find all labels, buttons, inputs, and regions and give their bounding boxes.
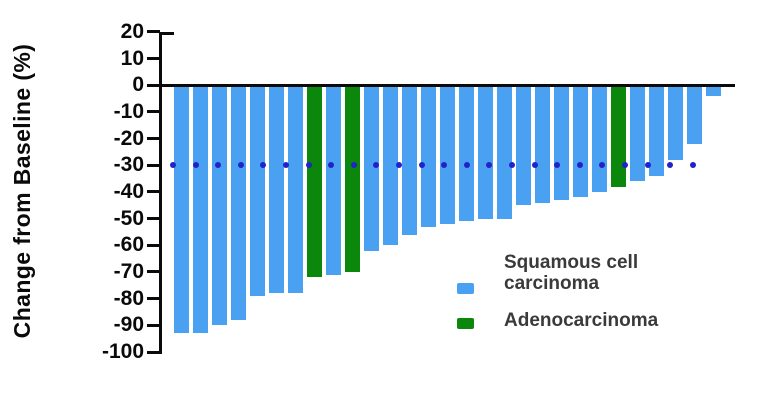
reference-dot [531,162,538,169]
y-tick-label: -60 [113,233,144,257]
y-tick-label: -30 [113,153,144,177]
reference-dot [192,162,199,169]
bar-squamous [269,85,284,294]
bar-adeno [345,85,360,272]
y-tick-label: -90 [113,313,144,337]
bar-squamous [535,85,550,203]
reference-dot [554,162,561,169]
reference-dot [418,162,425,169]
y-tick-label: 20 [120,19,144,43]
y-tick-label: -10 [113,99,144,123]
y-tick-label: 10 [120,46,144,70]
y-tick [147,217,160,221]
bar-squamous [706,85,721,96]
reference-dot [328,162,335,169]
bar-squamous [478,85,493,219]
bar-squamous [459,85,474,222]
bar-squamous [402,85,417,235]
adenocarcinoma-label: Adenocarcinoma [504,310,659,331]
reference-dot [305,162,312,169]
bar-squamous [440,85,455,224]
bar-squamous [421,85,436,227]
reference-dot [486,162,493,169]
reference-dot [463,162,470,169]
squamous-swatch-icon [457,283,474,294]
reference-dot [237,162,244,169]
bar-squamous [516,85,531,206]
y-tick-label: 0 [132,73,144,97]
y-axis-line [159,32,162,354]
y-tick-label: -20 [113,126,144,150]
bar-squamous [649,85,664,176]
y-tick [147,163,160,167]
y-tick [147,83,160,87]
y-tick-label: -40 [113,179,144,203]
y-tick-label: -50 [113,206,144,230]
y-tick [147,30,160,34]
reference-dot [689,162,696,169]
bar-squamous [212,85,227,326]
bar-squamous [497,85,512,219]
reference-dot [622,162,628,169]
bar-squamous [250,85,265,296]
y-axis-top-cap [159,32,174,35]
bar-adeno [307,85,322,278]
bar-squamous [288,85,303,294]
reference-dot [350,162,357,169]
y-tick [147,297,160,301]
bar-squamous [630,85,645,182]
reference-dot [260,162,267,169]
bar-adeno [611,85,626,187]
squamous-label: Squamous cell carcinoma [504,252,639,294]
reference-dot [509,162,515,169]
reference-dot [170,162,176,169]
bar-squamous [573,85,588,198]
reference-dot [373,162,380,169]
bar-squamous [326,85,341,275]
reference-dot [396,162,402,169]
y-tick-label: -100 [101,340,144,363]
y-axis-title: Change from Baseline (%) [9,43,35,339]
bar-squamous [231,85,246,320]
bar-squamous [193,85,208,334]
bar-squamous [383,85,398,246]
bar-squamous [174,85,189,334]
y-tick [147,57,160,61]
y-tick [147,350,160,354]
y-tick [147,137,160,141]
bar-squamous [668,85,683,160]
y-tick [147,110,160,114]
adenocarcinoma-swatch-icon [457,318,474,329]
y-tick [147,243,160,247]
reference-dot [441,162,448,169]
reference-dot [283,162,289,169]
bar-squamous [592,85,607,192]
y-tick [147,270,160,274]
bar-squamous [554,85,569,200]
reference-dot [644,162,651,169]
bar-squamous [687,85,702,144]
reference-dot [667,162,674,169]
y-tick-label: -70 [113,259,144,283]
reference-dot [599,162,606,169]
y-tick [147,323,160,327]
y-tick [147,190,160,194]
reference-dot [215,162,222,169]
reference-dot [576,162,583,169]
bar-squamous [364,85,379,251]
y-tick-label: -80 [113,286,144,310]
zero-baseline [159,84,735,87]
